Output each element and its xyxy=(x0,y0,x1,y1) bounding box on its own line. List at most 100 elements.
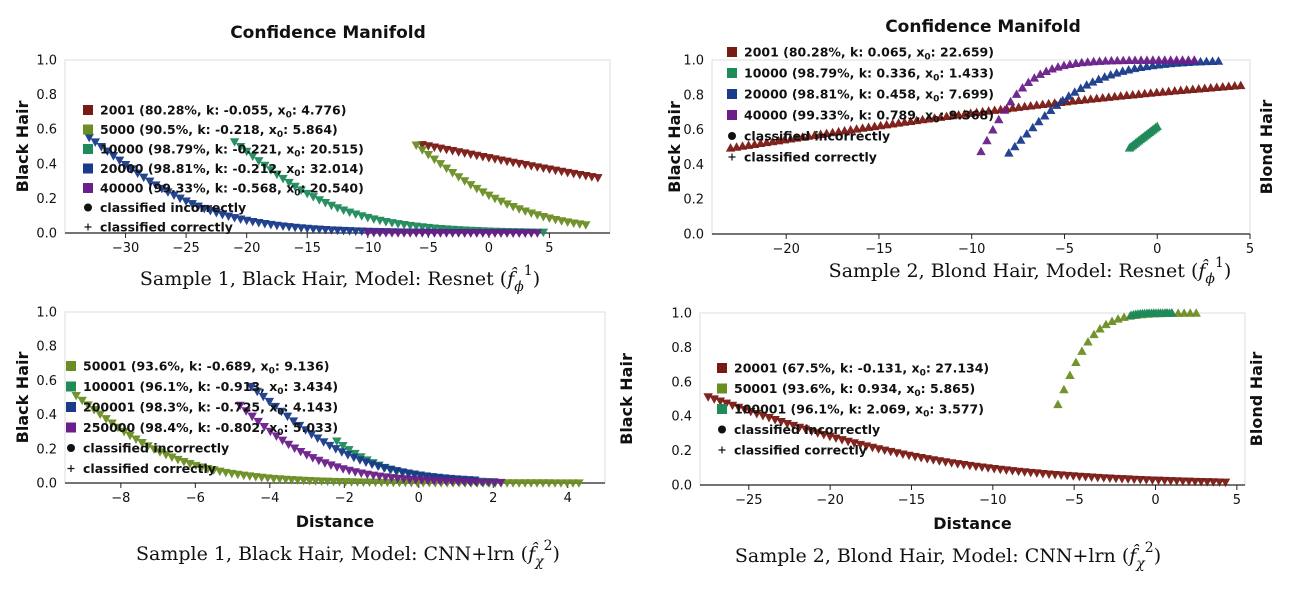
data-point xyxy=(316,477,327,486)
x-tick-label: −30 xyxy=(112,241,139,256)
legend-label-sub: 0 xyxy=(294,189,300,199)
data-point xyxy=(181,197,191,206)
data-point xyxy=(441,164,452,174)
x-tick-label: −5 xyxy=(1055,242,1074,257)
data-point xyxy=(1007,467,1018,476)
data-point xyxy=(1151,87,1162,97)
data-point xyxy=(369,229,379,238)
caption-superscript: 1 xyxy=(524,263,533,279)
data-point xyxy=(1088,56,1099,66)
data-point xyxy=(264,397,275,407)
legend-label: classified correctly xyxy=(744,150,877,165)
y-tick-label: 0.4 xyxy=(683,158,704,173)
data-point xyxy=(1028,122,1038,132)
data-point xyxy=(1007,103,1018,112)
legend-swatch xyxy=(66,361,76,371)
data-point xyxy=(241,147,252,157)
caption-text: Sample 2, Blond Hair, Model: CNN+lrn ( xyxy=(735,545,1129,567)
legend-label-sub: 0 xyxy=(286,111,292,121)
data-point xyxy=(1178,477,1188,486)
data-point xyxy=(107,419,117,429)
y-tick-label: 0.4 xyxy=(36,157,57,172)
x-axis-label: Distance xyxy=(296,512,375,531)
data-point xyxy=(332,226,343,236)
data-point xyxy=(1067,96,1078,105)
data-point xyxy=(90,138,100,147)
y-tick-label: 0.2 xyxy=(683,193,704,208)
y-tick-label: 0.0 xyxy=(671,479,692,494)
data-point xyxy=(526,229,536,238)
data-point xyxy=(1083,337,1093,346)
data-point xyxy=(355,456,365,465)
data-point xyxy=(496,229,506,238)
data-point xyxy=(1152,121,1162,131)
data-point xyxy=(1013,467,1024,477)
data-point xyxy=(265,427,276,437)
data-point xyxy=(1041,66,1051,75)
data-point xyxy=(423,223,434,233)
data-point xyxy=(1157,87,1168,96)
data-point xyxy=(514,479,524,488)
legend-label-sub: 0 xyxy=(920,369,926,379)
chart-title: Confidence Manifold xyxy=(230,23,426,43)
legend-label: 20001 (67.5%, k: -0.131, x0: 27.134) xyxy=(734,361,989,379)
data-point xyxy=(1141,476,1152,485)
data-point xyxy=(1019,101,1030,111)
legend-label-name: 5000 (90.5%, k: -0.218, x xyxy=(100,122,277,137)
legend-label-name: 10000 (98.79%, k: 0.336, x xyxy=(744,66,933,81)
data-point xyxy=(259,422,269,432)
data-point xyxy=(1016,135,1026,144)
data-point xyxy=(1183,55,1194,64)
data-point xyxy=(1005,96,1016,106)
data-point xyxy=(1065,370,1075,380)
x-tick-label: 0 xyxy=(485,241,493,256)
data-point xyxy=(483,478,494,488)
data-point xyxy=(332,204,343,213)
x-tick-label: 0 xyxy=(1151,493,1159,508)
data-point xyxy=(241,407,251,416)
data-point xyxy=(187,200,197,209)
y-tick-label: 0.6 xyxy=(36,374,57,389)
data-point xyxy=(268,474,279,484)
data-point xyxy=(1191,308,1201,317)
data-point xyxy=(193,202,203,212)
data-point xyxy=(314,225,325,235)
chart-title: Confidence Manifold xyxy=(885,17,1081,37)
data-point xyxy=(1163,86,1174,96)
data-point xyxy=(502,200,512,209)
data-point xyxy=(298,476,309,486)
data-point xyxy=(364,478,375,488)
legend-label: 2001 (80.28%, k: 0.065, x0: 22.659) xyxy=(744,45,994,63)
data-point xyxy=(1068,472,1079,481)
legend-swatch xyxy=(83,163,93,174)
y-tick-label: 0.6 xyxy=(683,123,704,138)
data-point xyxy=(1207,56,1218,65)
data-point xyxy=(1142,55,1152,64)
legend-swatch xyxy=(727,89,737,99)
legend-label: 40000 (99.33%, k: -0.568, x0: 20.540) xyxy=(100,181,364,199)
data-point xyxy=(1206,82,1216,92)
legend-plus-icon xyxy=(84,223,92,231)
legend-label-name: 2001 (80.28%, k: -0.055, x xyxy=(100,103,286,118)
data-point xyxy=(502,479,512,488)
data-point xyxy=(1123,475,1133,484)
data-point xyxy=(544,479,554,488)
data-point xyxy=(1037,99,1048,109)
data-point xyxy=(376,478,387,488)
data-point xyxy=(411,476,421,485)
data-point xyxy=(314,456,324,466)
legend-label-sub: 0 xyxy=(277,130,283,140)
data-point xyxy=(1105,474,1115,483)
data-point xyxy=(1093,74,1104,83)
legend-label-name: 40000 (99.33%, k: -0.568, x xyxy=(100,181,294,196)
legend-label: classified correctly xyxy=(83,461,216,476)
chart-caption: Sample 2, Blond Hair, Model: CNN+lrn (f̂… xyxy=(735,540,1161,572)
legend-label-name: 10000 (98.79%, k: -0.221, x xyxy=(100,142,294,157)
legend-label-sub: 0 xyxy=(277,408,283,418)
legend-dot-icon xyxy=(84,203,92,212)
data-point xyxy=(235,401,245,411)
x-tick-label: −25 xyxy=(172,241,199,256)
data-point xyxy=(386,474,397,483)
data-point xyxy=(502,229,512,238)
